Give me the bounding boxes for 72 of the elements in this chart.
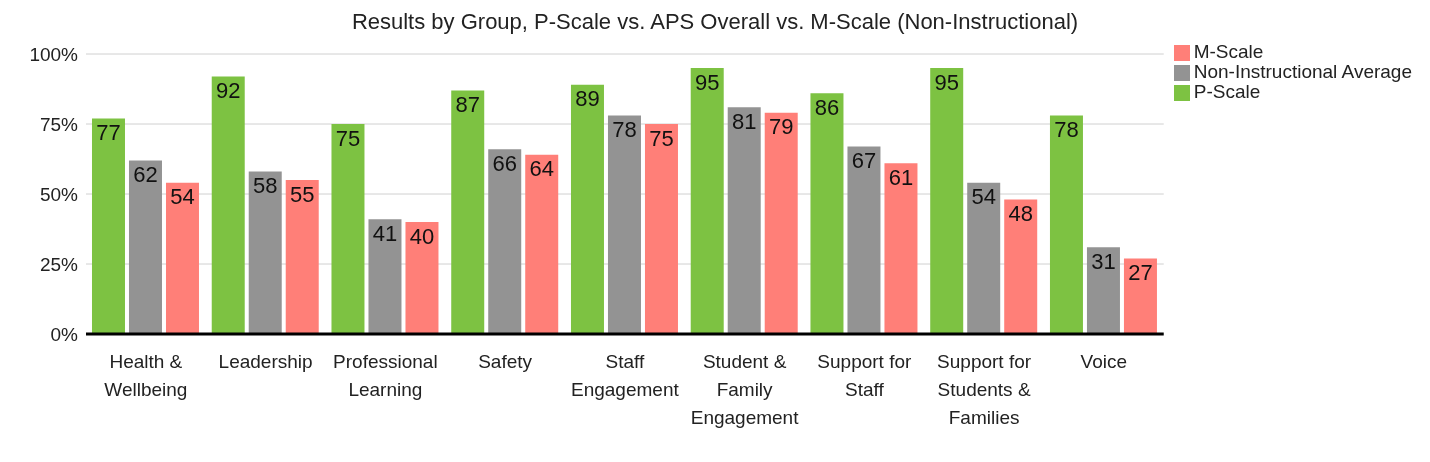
data-label: 54 — [971, 184, 996, 210]
bar — [165, 182, 199, 334]
data-label: 54 — [170, 184, 195, 210]
data-label: 95 — [934, 69, 959, 95]
data-label: 61 — [888, 164, 914, 190]
data-label: 64 — [529, 156, 554, 182]
bar — [368, 219, 402, 334]
bar — [405, 222, 439, 334]
x-tick-label: Health & Wellbeing — [104, 351, 188, 400]
bar — [570, 84, 604, 334]
data-label: 89 — [575, 86, 600, 112]
legend-label: P-Scale — [1193, 81, 1261, 102]
bar — [248, 171, 282, 334]
data-label: 55 — [289, 181, 315, 207]
legend-label: Non-Instructional Average — [1193, 61, 1412, 82]
data-label: 78 — [612, 117, 637, 143]
bar — [211, 76, 245, 334]
x-tick-label: Safety — [478, 351, 533, 372]
y-tick-label: 50% — [39, 183, 79, 205]
data-label: 75 — [335, 125, 361, 151]
data-label: 41 — [372, 220, 398, 246]
data-label: 67 — [851, 148, 877, 174]
y-tick-label: 100% — [29, 43, 79, 65]
bar — [451, 90, 485, 334]
y-tick-label: 75% — [39, 113, 79, 135]
x-tick-label: Professional Learning — [333, 351, 438, 400]
data-label: 58 — [252, 173, 278, 199]
y-tick-label: 25% — [39, 253, 79, 275]
bar — [644, 124, 678, 334]
data-label: 40 — [409, 223, 435, 249]
bar — [884, 163, 918, 334]
bar — [91, 118, 125, 334]
data-label: 92 — [215, 78, 241, 104]
x-tick-label: Leadership — [218, 351, 313, 372]
bar — [1049, 115, 1083, 334]
bar — [128, 160, 162, 334]
bar — [285, 180, 319, 334]
data-label: 27 — [1128, 260, 1153, 286]
bar — [847, 146, 881, 334]
x-tick-label: Support for Students & Families — [937, 351, 1032, 428]
bar — [930, 68, 964, 334]
data-label: 48 — [1008, 201, 1033, 227]
bar — [1123, 258, 1157, 334]
bar — [607, 115, 641, 334]
bar — [1004, 199, 1038, 334]
chart-title: Results by Group, P-Scale vs. APS Overall vs. M-Scale (Non-Instructional) — [350, 8, 1080, 36]
bar — [525, 154, 559, 334]
data-label: 66 — [492, 150, 517, 176]
data-label: 75 — [649, 125, 674, 151]
data-label: 62 — [133, 162, 158, 188]
bar — [810, 93, 844, 334]
bar — [1086, 247, 1120, 334]
bar — [764, 112, 798, 334]
data-label: 81 — [731, 108, 757, 134]
data-label: 79 — [768, 114, 794, 140]
data-label: 77 — [96, 120, 121, 146]
bar — [331, 124, 365, 334]
data-label: 78 — [1054, 117, 1079, 143]
bar — [967, 182, 1001, 334]
bar — [690, 68, 724, 334]
bar — [727, 107, 761, 334]
data-label: 95 — [694, 69, 720, 95]
x-tick-label: Staff Engagement — [570, 351, 680, 400]
bar — [488, 149, 522, 334]
data-label: 31 — [1091, 248, 1116, 274]
x-tick-label: Support for Staff — [817, 351, 913, 400]
x-tick-label: Voice — [1080, 351, 1128, 372]
data-label: 87 — [455, 92, 480, 118]
y-tick-label: 0% — [50, 323, 79, 345]
legend-label: M-Scale — [1193, 41, 1264, 62]
x-tick-label: Student & Family Engagement — [690, 351, 800, 428]
data-label: 86 — [814, 94, 840, 120]
